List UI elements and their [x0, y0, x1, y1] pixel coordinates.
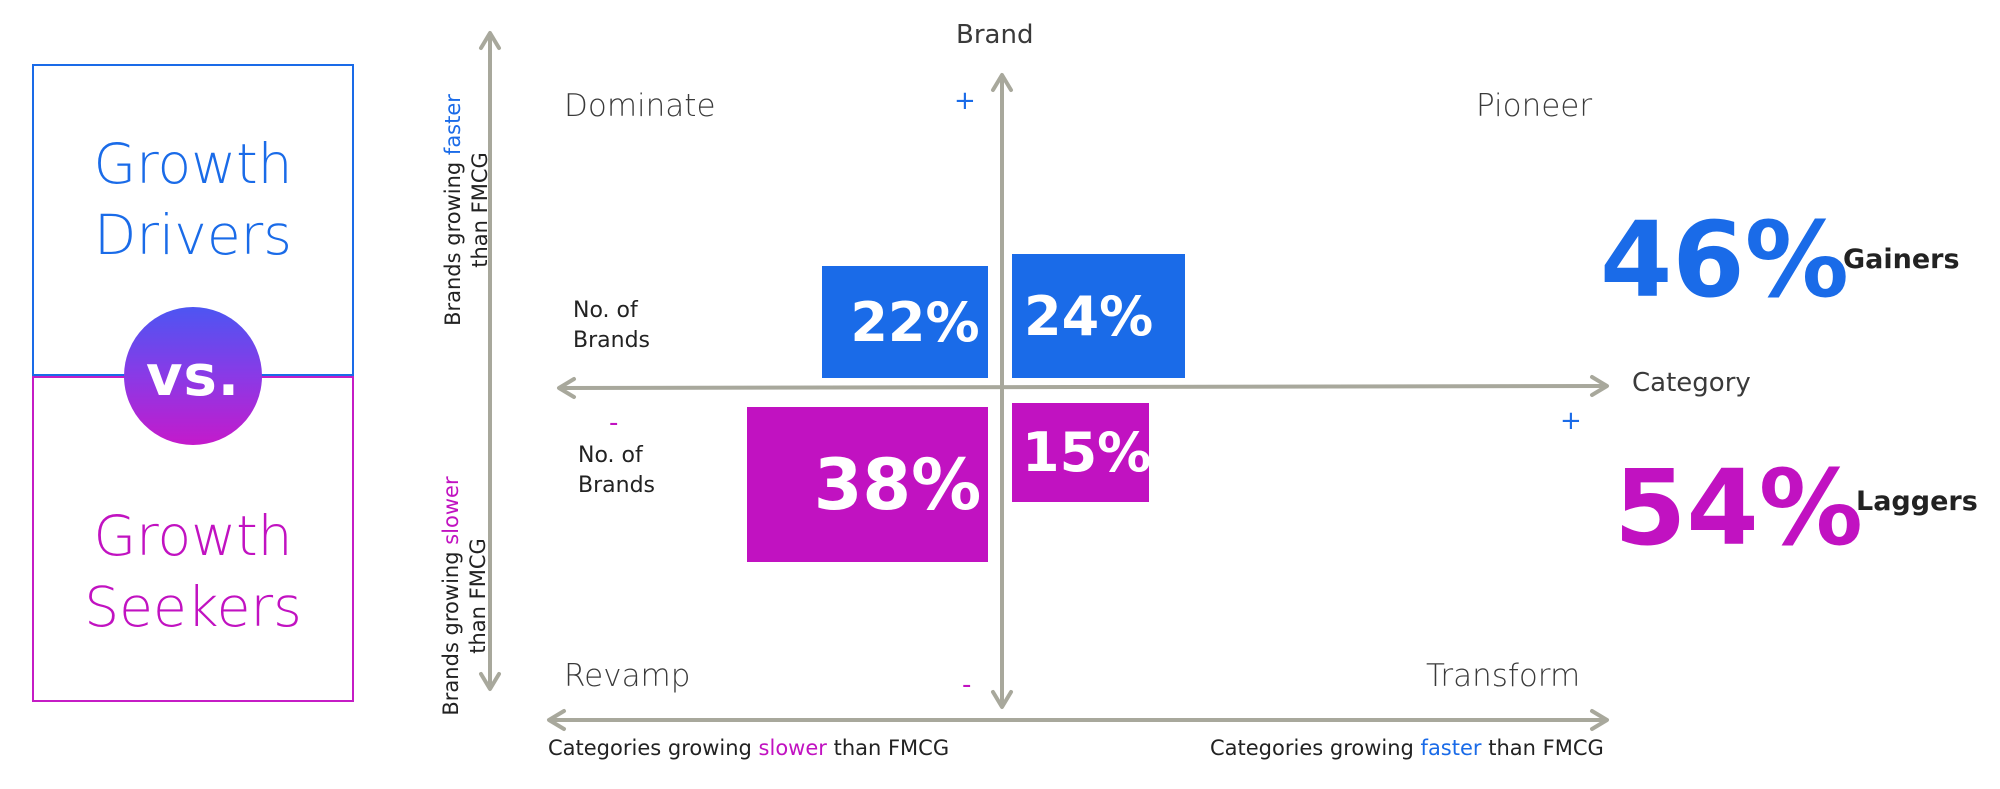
category-axis-right-arrowhead [1590, 375, 1609, 397]
growth-drivers-line1: Growth [93, 132, 293, 196]
brands-slower-text-c: than FMCG [466, 538, 490, 654]
dominate-share-value: 22% [850, 290, 980, 354]
growth-drivers-panel: Growth Drivers [32, 64, 354, 376]
brand-axis-title: Brand [956, 20, 1034, 50]
left-axis-down-arrowhead [479, 672, 501, 691]
categories-faster-highlight: faster [1420, 736, 1482, 760]
laggers-percentage: 54% [1614, 447, 1863, 569]
no-of-brands-top-line2: Brands [573, 328, 650, 353]
brand-axis-arrowhead [991, 73, 1013, 92]
category-axis-title: Category [1632, 368, 1751, 398]
quadrant-revamp: Revamp [564, 658, 691, 694]
category-minus-sign: - [609, 408, 619, 438]
brands-slower-text-a: Brands growing [439, 544, 463, 716]
no-of-brands-bottom-line1: No. of [578, 443, 643, 468]
brand-plus-sign: + [954, 86, 976, 116]
pioneer-share-value: 24% [1024, 284, 1154, 348]
bottom-axis-right-arrowhead [1590, 709, 1609, 731]
category-axis-left-arrowhead [557, 377, 576, 399]
brand-minus-sign: - [962, 670, 972, 700]
no-of-brands-bottom-line2: Brands [578, 473, 655, 498]
gainers-percentage: 46% [1600, 199, 1849, 321]
revamp-share-value: 38% [813, 443, 982, 526]
brands-faster-caption: Brands growing faster than FMCG [440, 70, 500, 350]
quadrant-pioneer: Pioneer [1476, 88, 1593, 124]
categories-slower-text-c: than FMCG [826, 736, 950, 760]
gainers-label: Gainers [1843, 244, 1960, 275]
category-plus-sign: + [1560, 406, 1582, 436]
quadrant-dominate: Dominate [564, 88, 716, 124]
category-axis [558, 384, 1608, 390]
laggers-label: Laggers [1856, 486, 1978, 517]
transform-share-value: 15% [1022, 421, 1152, 484]
growth-drivers-line2: Drivers [94, 203, 292, 267]
pioneer-share-box: 24% [1012, 254, 1185, 378]
categories-slower-text-a: Categories growing [548, 736, 759, 760]
growth-seekers-panel: Growth Seekers [32, 376, 354, 702]
brand-axis-bottom-arrowhead [991, 690, 1013, 709]
brands-faster-highlight: faster [441, 94, 465, 156]
growth-seekers-line2: Seekers [84, 575, 302, 639]
categories-faster-text-c: than FMCG [1481, 736, 1604, 760]
growth-seekers-line1: Growth [93, 504, 293, 568]
no-of-brands-label-top: No. of Brands [573, 296, 650, 356]
left-axis-up-arrowhead [479, 31, 501, 50]
brands-slower-highlight: slower [439, 476, 463, 545]
bottom-axis-left-arrowhead [547, 709, 566, 731]
categories-faster-text-a: Categories growing [1210, 736, 1421, 760]
transform-share-box: 15% [1012, 403, 1152, 502]
categories-slower-highlight: slower [758, 736, 827, 760]
no-of-brands-top-line1: No. of [573, 298, 638, 323]
dominate-share-box: 22% [822, 266, 988, 378]
brands-faster-text-c: than FMCG [468, 152, 492, 268]
categories-slower-caption: Categories growing slower than FMCG [548, 736, 949, 760]
brands-faster-text-a: Brands growing [441, 155, 465, 326]
brands-slower-caption: Brands growing slower than FMCG [438, 431, 498, 761]
vs-badge: vs. [124, 307, 262, 445]
categories-faster-caption: Categories growing faster than FMCG [1210, 736, 1604, 760]
no-of-brands-label-bottom: No. of Brands [578, 441, 655, 501]
quadrant-transform: Transform [1426, 658, 1581, 694]
revamp-share-box: 38% [747, 407, 988, 562]
